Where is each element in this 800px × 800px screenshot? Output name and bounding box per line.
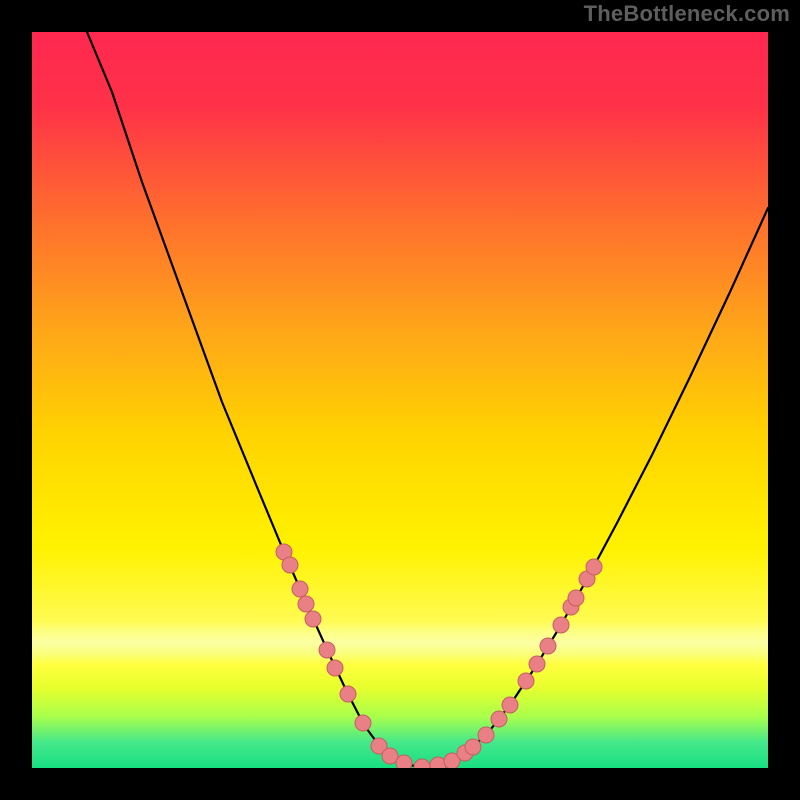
curve-marker — [518, 673, 534, 689]
curve-marker — [430, 757, 446, 768]
curve-marker — [553, 617, 569, 633]
chart-stage: TheBottleneck.com — [0, 0, 800, 800]
curve-marker — [319, 642, 335, 658]
curve-marker — [586, 559, 602, 575]
curve-marker — [540, 638, 556, 654]
curve-marker — [478, 727, 494, 743]
curve-marker — [382, 748, 398, 764]
curve-marker — [396, 755, 412, 768]
curve-marker — [414, 759, 430, 768]
curve-marker — [568, 590, 584, 606]
curve-marker — [340, 686, 356, 702]
bottleneck-curve — [32, 32, 768, 768]
curve-marker — [292, 581, 308, 597]
curve-marker — [305, 611, 321, 627]
watermark-text: TheBottleneck.com — [584, 1, 790, 27]
curve-marker — [327, 660, 343, 676]
chart-frame — [32, 32, 768, 768]
curve-marker — [529, 656, 545, 672]
curve-marker — [491, 711, 507, 727]
curve-marker — [502, 697, 518, 713]
curve-marker — [298, 596, 314, 612]
curve-marker — [282, 557, 298, 573]
curve-path — [87, 32, 768, 767]
curve-marker — [355, 715, 371, 731]
curve-marker — [465, 739, 481, 755]
